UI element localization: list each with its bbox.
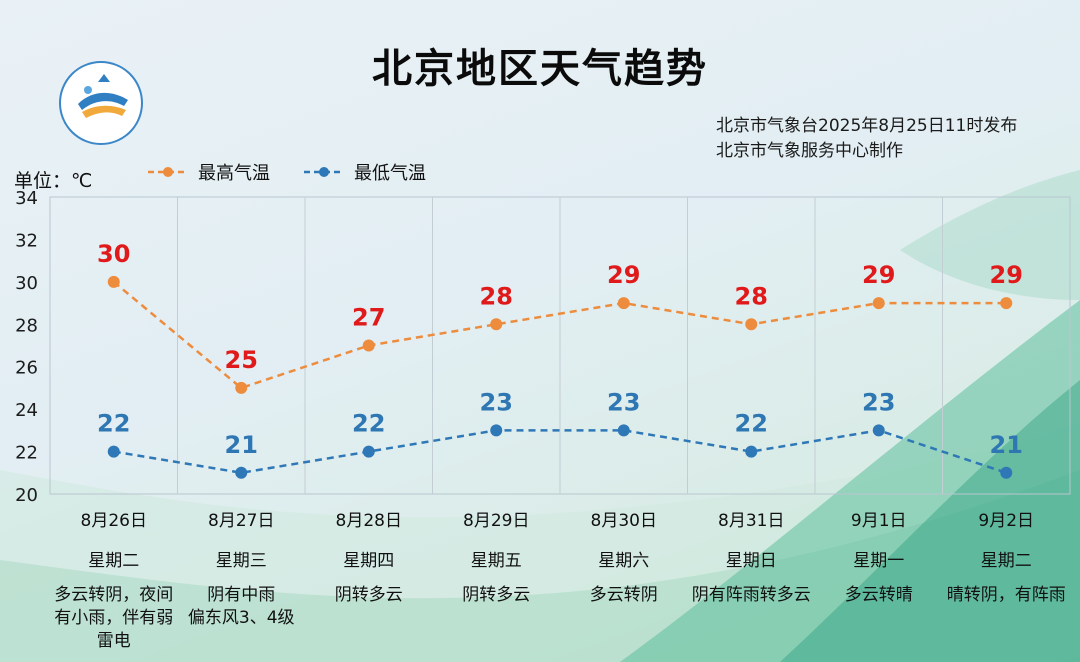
date-label: 8月28日: [335, 511, 402, 531]
date-label: 8月27日: [208, 511, 275, 531]
date-label: 8月31日: [718, 511, 785, 531]
y-tick-label: 26: [15, 358, 38, 379]
forecast-column: 9月2日星期二晴转阴，有阵雨: [943, 508, 1071, 607]
data-point-low: [107, 445, 120, 458]
data-label-high: 28: [480, 282, 513, 310]
unit-label: 单位：℃: [14, 170, 93, 192]
y-tick-label: 20: [15, 485, 38, 506]
forecast-column: 8月26日星期二多云转阴，夜间有小雨，伴有弱雷电: [50, 508, 178, 653]
y-tick-label: 28: [15, 315, 38, 336]
data-label-high: 29: [862, 261, 895, 289]
data-point-high: [745, 318, 758, 331]
date-label: 8月30日: [590, 511, 657, 531]
data-point-low: [490, 424, 503, 437]
data-point-high: [107, 275, 120, 288]
y-tick-label: 32: [15, 230, 38, 251]
weather-description: 多云转阴: [589, 585, 658, 605]
date-label: 9月1日: [850, 511, 907, 531]
weather-description: 多云转阴，夜间有小雨，伴有弱雷电: [54, 585, 174, 651]
weekday-label: 星期一: [853, 551, 905, 571]
y-tick-label: 34: [15, 188, 38, 209]
weekday-label: 星期五: [470, 551, 522, 571]
y-tick-label: 30: [15, 273, 38, 294]
data-point-low: [362, 445, 375, 458]
series-line-high: [112, 280, 1007, 390]
weather-description: 阴转多云: [462, 585, 531, 605]
data-label-low: 21: [225, 431, 258, 459]
data-point-high: [490, 318, 503, 331]
weekday-label: 星期三: [215, 551, 267, 571]
weekday-label: 星期四: [343, 551, 395, 571]
data-label-high: 29: [607, 261, 640, 289]
publisher-line: 北京市气象台2025年8月25日11时发布: [716, 116, 1018, 136]
legend-high: 最高气温: [146, 160, 270, 184]
producer-line: 北京市气象服务中心制作: [716, 141, 903, 161]
weather-description: 阴转多云: [334, 585, 403, 605]
forecast-column: 8月30日星期六多云转阴: [560, 508, 688, 607]
weather-description: 多云转晴: [844, 585, 913, 605]
forecast-column: 8月27日星期三阴有中雨 偏东风3、4级: [178, 508, 306, 630]
data-point-high: [617, 297, 630, 310]
y-tick-label: 22: [15, 443, 38, 464]
y-tick-label: 24: [15, 400, 38, 421]
weekday-label: 星期六: [598, 551, 650, 571]
publisher-info: 北京市气象台2025年8月25日11时发布 北京市气象服务中心制作: [716, 114, 1017, 164]
data-label-low: 21: [990, 431, 1023, 459]
data-label-low: 23: [607, 388, 640, 416]
data-label-low: 23: [480, 388, 513, 416]
weather-description: 阴有阵雨转多云: [691, 585, 811, 605]
data-point-low: [1000, 466, 1013, 479]
weekday-label: 星期二: [88, 551, 140, 571]
legend-high-label: 最高气温: [198, 163, 270, 184]
legend-high-swatch-icon: [148, 167, 188, 177]
data-label-high: 29: [990, 261, 1023, 289]
data-label-high: 30: [97, 240, 130, 268]
weather-description: 晴转阴，有阵雨: [946, 585, 1066, 605]
forecast-column: 8月31日星期日阴有阵雨转多云: [688, 508, 816, 607]
data-point-low: [745, 445, 758, 458]
weekday-label: 星期日: [725, 551, 777, 571]
forecast-column: 9月1日星期一多云转晴: [815, 508, 943, 607]
date-label: 8月26日: [80, 511, 147, 531]
data-point-high: [872, 297, 885, 310]
legend-low-swatch-icon: [304, 167, 344, 177]
data-point-high: [235, 381, 248, 394]
data-point-low: [872, 424, 885, 437]
series-line-low: [113, 429, 1007, 475]
data-label-low: 22: [97, 410, 130, 438]
legend-low-label: 最低气温: [354, 163, 426, 184]
data-label-low: 23: [862, 388, 895, 416]
data-point-low: [235, 466, 248, 479]
date-label: 8月29日: [463, 511, 530, 531]
logo: [58, 60, 144, 146]
forecast-column: 8月29日星期五阴转多云: [433, 508, 561, 607]
meteorological-service-logo-icon: [59, 61, 143, 145]
data-label-high: 25: [225, 346, 258, 374]
page-title: 北京地区天气趋势: [372, 46, 708, 92]
weekday-label: 星期二: [980, 551, 1032, 571]
data-point-low: [617, 424, 630, 437]
data-point-high: [1000, 297, 1013, 310]
date-label: 9月2日: [978, 511, 1035, 531]
data-label-low: 22: [352, 410, 385, 438]
data-label-high: 27: [352, 304, 385, 332]
data-label-high: 28: [735, 282, 768, 310]
data-label-low: 22: [735, 410, 768, 438]
weather-description: 阴有中雨 偏东风3、4级: [187, 585, 295, 628]
legend-low: 最低气温: [302, 160, 426, 184]
data-point-high: [362, 339, 375, 352]
forecast-column: 8月28日星期四阴转多云: [305, 508, 433, 607]
